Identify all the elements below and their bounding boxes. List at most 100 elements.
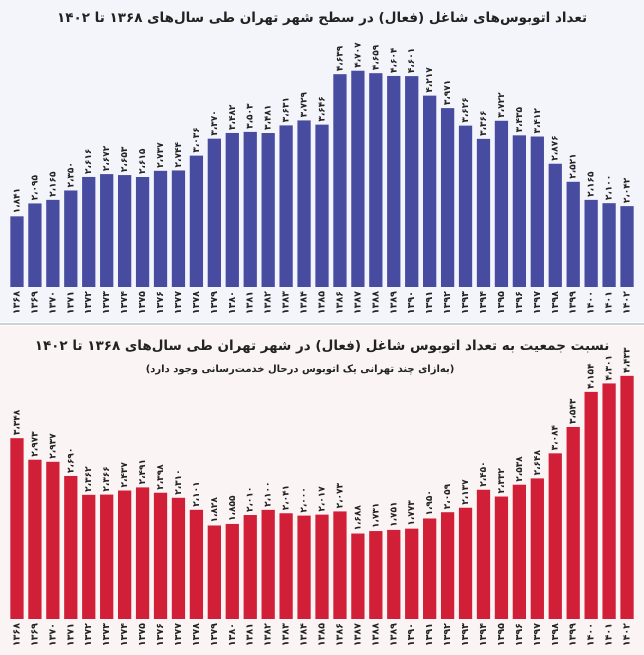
x-tick-label: ۱۳۶۹ — [29, 623, 40, 646]
value-label: ۲،۷۴۴ — [174, 142, 184, 168]
chart-subtitle: (به‌ازای چند تهرانی یک اتوبوس درحال خدمت… — [146, 364, 455, 375]
bar — [387, 529, 401, 619]
bar — [207, 525, 221, 619]
value-label: ۳،۳۷۰ — [210, 110, 220, 135]
bar — [64, 475, 78, 619]
bar — [512, 484, 527, 619]
x-tick-label: ۱۳۷۴ — [119, 291, 130, 314]
bar — [566, 181, 580, 287]
value-label: ۴،۲۱۷ — [425, 67, 435, 93]
value-label: ۳،۰۳۶ — [192, 127, 202, 152]
x-tick-label: ۱۳۷۷ — [173, 291, 184, 314]
value-label: ۴،۳۰۱ — [605, 355, 615, 380]
value-label: ۲،۱۶۵ — [587, 171, 597, 197]
bar — [333, 74, 347, 288]
bar — [243, 515, 257, 619]
value-label: ۱،۷۷۳ — [407, 500, 417, 526]
value-label: ۲،۴۵۰ — [479, 461, 489, 486]
bar — [620, 375, 634, 619]
value-label: ۳،۳۶۶ — [479, 110, 489, 135]
x-tick-label: ۱۳۹۴ — [478, 291, 489, 314]
x-tick-label: ۱۴۰۰ — [586, 291, 597, 314]
chart-title: تعداد اتوبوس‌های شاغل (فعال) در سطح شهر … — [57, 10, 587, 26]
x-tick-label: ۱۳۷۸ — [191, 623, 202, 646]
bar — [584, 199, 598, 287]
bar — [458, 125, 473, 288]
value-label: ۱،۷۳۱ — [371, 503, 381, 528]
value-label: ۳،۴۸۱ — [264, 105, 274, 130]
x-tick-label: ۱۳۷۳ — [101, 291, 112, 314]
value-label: ۲،۰۱۷ — [318, 486, 328, 512]
value-label: ۲،۶۴۸ — [533, 449, 543, 475]
x-tick-label: ۱۳۹۲ — [442, 623, 453, 646]
value-label: ۴،۶۵۹ — [371, 44, 381, 70]
value-label: ۳،۰۸۴ — [551, 424, 561, 450]
bar — [548, 453, 562, 619]
x-tick-label: ۱۳۹۸ — [550, 291, 561, 314]
bar — [369, 531, 383, 619]
x-tick-label: ۱۴۰۱ — [604, 291, 615, 314]
bar — [315, 514, 329, 619]
value-label: ۲،۶۹۰ — [66, 448, 76, 473]
value-label: ۲،۰۱۰ — [246, 487, 256, 512]
x-tick-label: ۱۳۹۲ — [442, 291, 453, 314]
x-tick-label: ۱۳۹۷ — [532, 623, 543, 646]
value-label: ۴،۴۳۳ — [623, 347, 633, 373]
value-label: ۴،۱۵۴ — [587, 363, 597, 389]
value-label: ۳،۴۳۵ — [515, 106, 525, 132]
x-tick-label: ۱۳۸۴ — [299, 291, 310, 314]
x-tick-label: ۱۳۸۳ — [281, 291, 292, 314]
bar — [405, 76, 419, 288]
bar — [82, 494, 96, 619]
bar — [566, 426, 580, 619]
bar — [458, 507, 473, 619]
bar — [584, 391, 598, 619]
value-label: ۲،۰۰۰ — [300, 487, 310, 512]
chart-title: نسبت جمعیت به تعداد اتوبوس شاغل (فعال) د… — [35, 338, 610, 354]
bar — [28, 459, 42, 619]
value-label: ۱،۸۴۱ — [12, 188, 22, 213]
x-tick-label: ۱۳۸۵ — [317, 623, 328, 646]
value-label: ۳،۶۳۱ — [282, 97, 292, 122]
value-label: ۴،۶۰۱ — [407, 48, 417, 73]
x-tick-label: ۱۳۷۵ — [137, 623, 148, 646]
value-label: ۳،۵۰۳ — [246, 103, 256, 129]
x-tick-label: ۱۳۸۳ — [281, 623, 292, 646]
value-label: ۳،۵۴۳ — [569, 398, 579, 424]
x-tick-label: ۱۳۷۶ — [155, 291, 166, 314]
value-label: ۱،۹۵۰ — [425, 490, 435, 515]
x-tick-label: ۱۳۷۴ — [119, 623, 130, 646]
x-tick-label: ۱۳۹۱ — [424, 291, 435, 314]
x-tick-label: ۱۳۶۸ — [11, 291, 22, 314]
bar — [28, 203, 42, 287]
bar — [64, 190, 78, 287]
bar — [171, 170, 186, 287]
bar — [243, 131, 257, 287]
x-tick-label: ۱۴۰۲ — [622, 623, 633, 646]
value-label: ۲،۵۳۸ — [515, 456, 525, 482]
x-tick-label: ۱۳۹۸ — [550, 623, 561, 646]
value-label: ۲،۰۹۵ — [30, 175, 40, 201]
bar — [333, 511, 347, 619]
x-tick-label: ۱۳۸۰ — [227, 291, 238, 314]
x-tick-label: ۱۳۸۶ — [334, 623, 345, 646]
x-tick-label: ۱۳۷۹ — [209, 623, 220, 646]
x-tick-label: ۱۳۸۷ — [352, 291, 363, 314]
value-label: ۲،۳۹۸ — [156, 464, 166, 490]
bar — [530, 136, 544, 287]
bar — [46, 461, 60, 619]
x-tick-label: ۱۳۷۹ — [209, 291, 220, 314]
bar — [225, 523, 239, 619]
x-tick-label: ۱۳۸۲ — [263, 623, 274, 646]
x-tick-label: ۱۳۸۹ — [388, 291, 399, 314]
x-tick-label: ۱۴۰۱ — [604, 623, 615, 646]
bar — [46, 199, 60, 287]
x-tick-label: ۱۳۸۹ — [388, 623, 399, 646]
value-label: ۲،۰۷۳ — [335, 483, 345, 509]
value-label: ۱،۸۵۵ — [228, 495, 238, 521]
bar — [440, 108, 455, 288]
value-label: ۳،۹۷۱ — [443, 80, 453, 105]
value-label: ۲،۴۹۱ — [138, 459, 148, 484]
x-tick-label: ۱۳۸۷ — [352, 623, 363, 646]
